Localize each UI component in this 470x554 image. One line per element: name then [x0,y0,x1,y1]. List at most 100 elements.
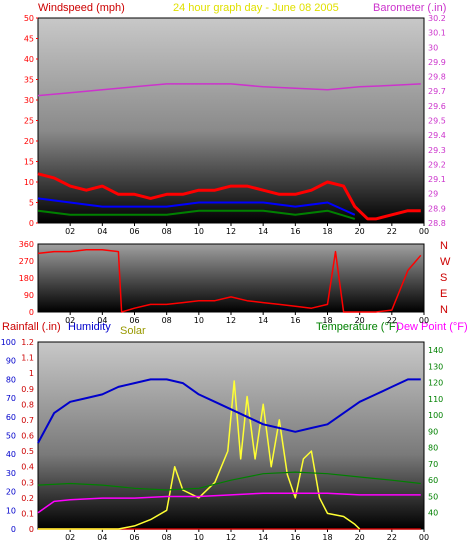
y-right-tick-label: 30.1 [428,29,446,38]
temp-tick-label: 130 [428,362,443,371]
barometer-title: Barometer (.in) [373,2,446,14]
humidity-tick-label: 80 [6,375,16,384]
temp-tick-label: 80 [428,444,438,453]
humidity-label: Humidity [68,321,111,333]
x-tick-label: 14 [258,227,268,236]
direction-tick-label: 90 [24,291,34,300]
humidity-tick-label: 40 [6,450,16,459]
y-right-tick-label: 28.9 [428,204,446,213]
y-left-tick-label: 30 [24,96,34,105]
x-tick-label: 22 [387,316,397,325]
y-left-tick-label: 45 [24,35,34,44]
x-tick-label: 12 [226,533,236,542]
x-tick-label: 04 [97,533,107,542]
x-tick-label: 16 [290,533,300,542]
rain-tick-label: 0.2 [21,494,34,503]
temp-tick-label: 140 [428,346,443,355]
y-right-tick-label: 29.2 [428,160,446,169]
rain-tick-label: 1 [29,369,34,378]
humidity-tick-label: 10 [6,506,16,515]
y-right-tick-label: 29.5 [428,117,446,126]
x-tick-label: 18 [322,227,332,236]
humidity-line [37,378,421,444]
y-right-tick-label: 29.8 [428,73,446,82]
humidity-tick-label: 60 [6,413,16,422]
x-tick-label: 18 [322,316,332,325]
x-tick-label: 10 [194,533,204,542]
x-tick-label: 16 [290,316,300,325]
graph-title: 24 hour graph day - June 08 2005 [173,2,339,14]
humidity-tick-label: 70 [6,394,16,403]
humidity-tick-label: 100 [1,338,16,347]
temp-tick-label: 90 [428,427,438,436]
rain-tick-label: 1.2 [21,338,34,347]
wind-low-line [37,209,356,220]
x-tick-label: 20 [355,316,365,325]
direction-tick-label: 360 [19,240,34,249]
x-tick-label: 20 [355,533,365,542]
y-right-tick-label: 30.2 [428,14,446,23]
y-left-tick-label: 40 [24,55,34,64]
x-tick-label: 06 [129,533,139,542]
y-right-tick-label: 29 [428,190,438,199]
x-tick-label: 00 [419,533,429,542]
y-right-tick-label: 29.6 [428,102,446,111]
y-right-tick-label: 30 [428,43,438,52]
wind-plot-area [37,17,425,224]
dewpoint-line [37,492,421,514]
y-right-tick-label: 28.8 [428,219,446,228]
x-tick-label: 12 [226,227,236,236]
temperature-line [37,471,421,491]
rain-tick-label: 0.7 [21,416,34,425]
x-tick-label: 10 [194,227,204,236]
rain-tick-label: 0.9 [21,385,34,394]
humidity-tick-label: 20 [6,488,16,497]
y-left-tick-label: 35 [24,76,34,85]
windspeed-title: Windspeed (mph) [38,2,125,14]
rain-tick-label: 0 [29,525,34,534]
y-right-tick-label: 29.7 [428,87,446,96]
x-tick-label: 00 [419,227,429,236]
x-tick-label: 02 [65,533,75,542]
solar-label: Solar [120,325,146,337]
y-left-tick-label: 25 [24,117,34,126]
y-right-tick-label: 29.1 [428,175,446,184]
direction-tick-label: 270 [19,257,34,266]
rain-tick-label: 0.1 [21,509,34,518]
x-tick-label: 04 [97,316,107,325]
rain-tick-label: 0.3 [21,478,34,487]
rainfall-label: Rainfall (.in) [2,321,61,333]
windspeed-line [37,172,421,221]
dewpoint-label: Dew Point (°F) [396,321,468,333]
humidity-tick-label: 90 [6,357,16,366]
x-tick-label: 12 [226,316,236,325]
direction-label-n-top: N [440,240,448,252]
y-left-tick-label: 10 [24,178,34,187]
temp-tick-label: 100 [428,411,443,420]
wind-average-line [37,197,356,216]
x-tick-label: 02 [65,227,75,236]
x-tick-label: 10 [194,316,204,325]
rain-tick-label: 0.4 [21,463,34,472]
humidity-tick-label: 30 [6,469,16,478]
direction-plot-area [37,243,425,313]
x-tick-label: 22 [387,227,397,236]
x-tick-label: 06 [129,227,139,236]
x-tick-label: 22 [387,533,397,542]
x-tick-label: 14 [258,533,268,542]
y-right-tick-label: 29.3 [428,146,446,155]
temp-tick-label: 110 [428,395,443,404]
solar-line [38,380,361,530]
y-left-tick-label: 15 [24,158,34,167]
x-tick-label: 02 [65,316,75,325]
temp-tick-label: 70 [428,460,438,469]
x-tick-label: 04 [97,227,107,236]
direction-tick-label: 0 [29,308,34,317]
temp-tick-label: 60 [428,476,438,485]
x-tick-label: 18 [322,533,332,542]
humidity-tick-label: 50 [6,432,16,441]
direction-label-n-bottom: N [440,304,448,316]
x-tick-label: 00 [419,316,429,325]
